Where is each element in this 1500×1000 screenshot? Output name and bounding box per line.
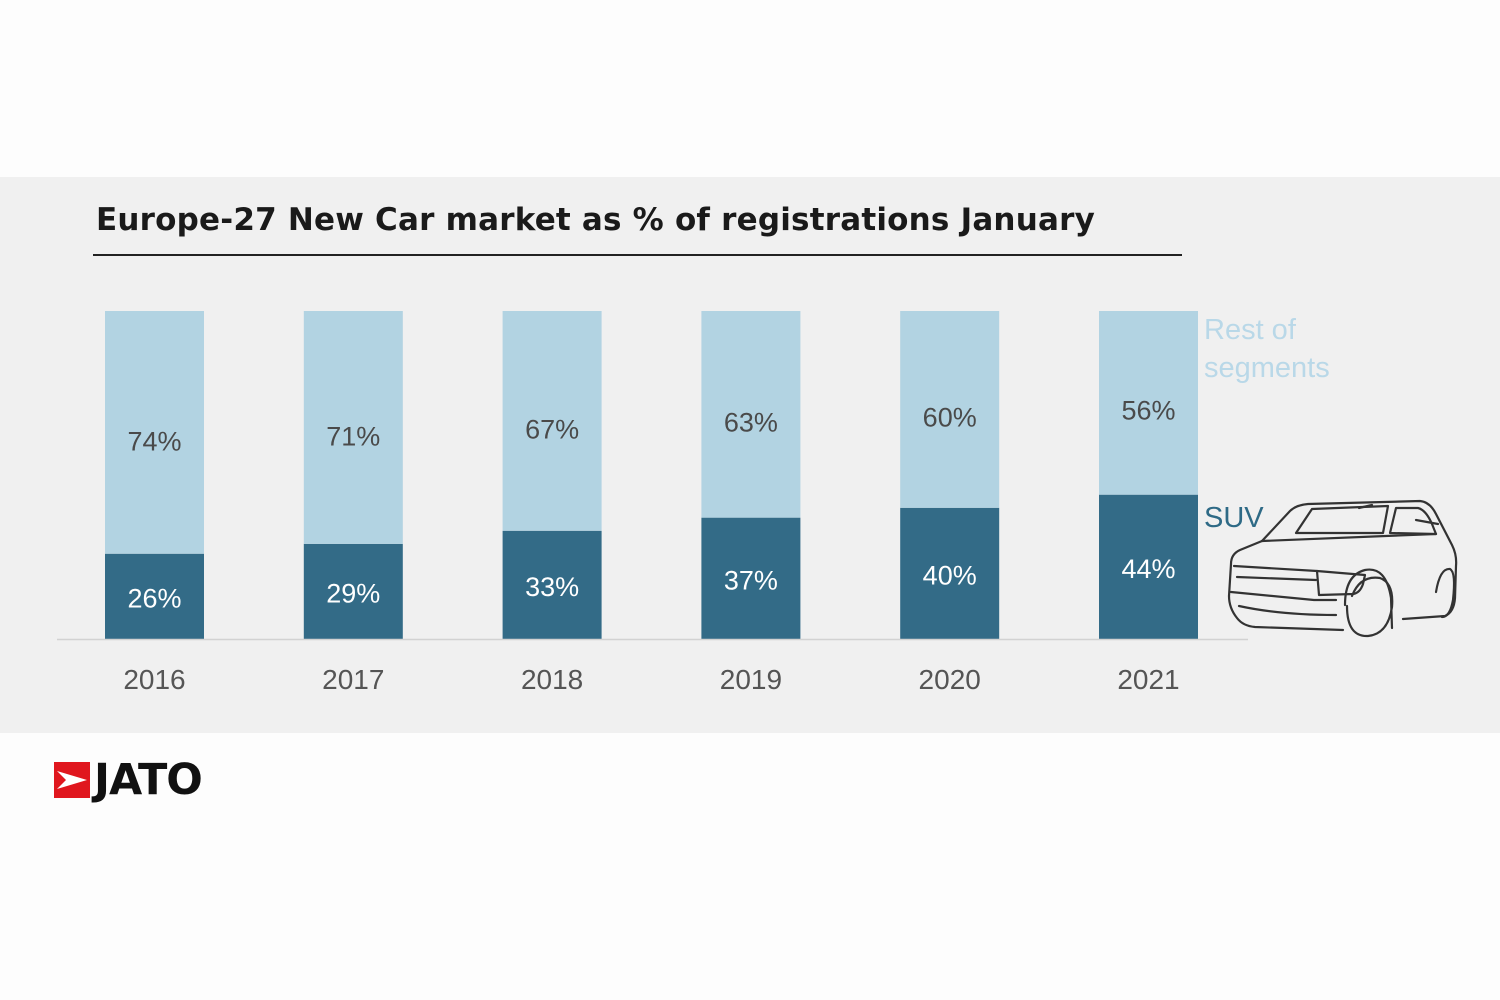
label-suv-2016: 26% [127, 583, 181, 613]
label-suv-2019: 37% [724, 565, 778, 595]
bar-rest-2021 [1099, 311, 1198, 495]
bar-suv-2017 [303, 543, 403, 639]
x-tick-2020: 2020 [919, 664, 981, 695]
label-rest-2018: 67% [525, 414, 579, 444]
label-suv-2021: 44% [1121, 554, 1175, 584]
suv-car-icon [1227, 499, 1458, 638]
bar-suv-2019 [701, 517, 801, 639]
bar-rest-2020 [900, 311, 1000, 508]
x-tick-2018: 2018 [521, 664, 583, 695]
bar-suv-2021 [1099, 494, 1198, 639]
bar-rest-2018 [502, 311, 602, 531]
bar-suv-2016 [105, 553, 204, 639]
label-rest-2021: 56% [1121, 395, 1175, 425]
jato-logo: JATO [54, 755, 203, 805]
x-tick-2021: 2021 [1117, 664, 1179, 695]
bar-rest-2016 [105, 311, 204, 554]
label-rest-2019: 63% [724, 408, 778, 438]
x-tick-2016: 2016 [123, 664, 185, 695]
x-tick-2019: 2019 [720, 664, 782, 695]
jato-logo-text: JATO [94, 755, 203, 805]
bar-suv-2018 [502, 530, 602, 639]
legend-rest-line1: Rest of [1204, 314, 1297, 346]
bar-rest-2017 [303, 311, 403, 544]
title-underline [93, 254, 1182, 256]
label-rest-2016: 74% [127, 427, 181, 457]
chart-title: Europe-27 New Car market as % of registr… [96, 202, 1095, 238]
bar-rest-2019 [701, 311, 801, 518]
label-suv-2018: 33% [525, 572, 579, 602]
label-rest-2017: 71% [326, 421, 380, 451]
jato-logo-mark-icon [54, 762, 90, 798]
x-tick-2017: 2017 [322, 664, 384, 695]
label-suv-2017: 29% [326, 578, 380, 608]
legend-suv: SUV [1204, 502, 1264, 534]
label-suv-2020: 40% [923, 560, 977, 590]
label-rest-2020: 60% [923, 402, 977, 432]
bar-suv-2020 [900, 507, 1000, 639]
legend-rest-line2: segments [1204, 352, 1330, 384]
